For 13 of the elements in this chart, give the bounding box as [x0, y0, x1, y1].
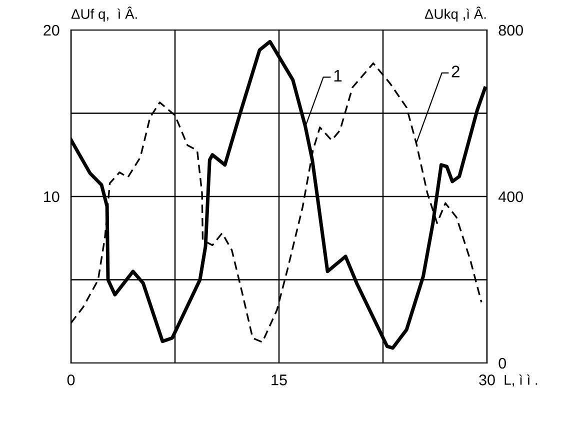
y-tick-label: 20: [44, 24, 60, 36]
x-tick-label: 15: [272, 374, 287, 386]
x-tick-label: 30: [479, 374, 495, 386]
y-tick-label: 10: [44, 191, 60, 202]
x-tick-label: 0: [67, 374, 75, 386]
y2-tick-label: 400: [498, 191, 524, 202]
annotation: 2: [452, 66, 460, 78]
y2-tick-label: 800: [498, 24, 524, 36]
y-axis-title: ΔUf q, ì Â.: [71, 6, 137, 22]
x-axis-title: L, ì ì .: [504, 374, 538, 386]
y2-axis-title: ΔUkq ,ì Â.: [424, 6, 486, 22]
y2-tick-label: 0: [498, 358, 506, 369]
annotation: 1: [334, 70, 342, 82]
